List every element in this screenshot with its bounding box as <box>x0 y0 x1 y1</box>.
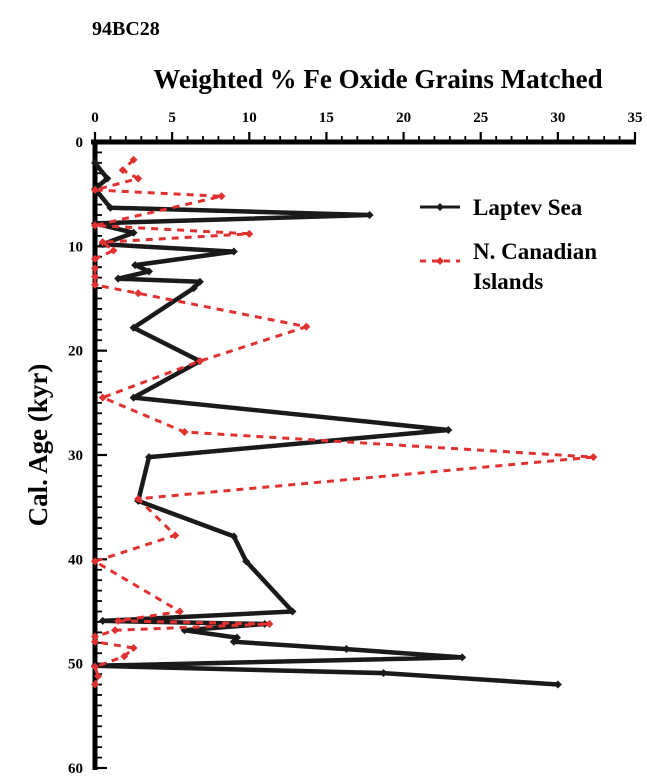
series-point-1 <box>245 229 254 238</box>
series-point-0 <box>129 393 138 402</box>
series-point-0 <box>145 267 153 276</box>
series-point-1 <box>302 322 311 331</box>
y-tick-label: 30 <box>68 448 83 464</box>
series-point-1 <box>91 637 99 646</box>
series-point-1 <box>91 557 99 566</box>
series-point-0 <box>342 645 351 654</box>
series-point-1 <box>180 428 189 437</box>
y-tick-label: 40 <box>68 552 83 568</box>
series-point-1 <box>195 357 204 366</box>
axes: 0 5 10 15 20 25 30 35 0 10 20 30 40 50 60 <box>68 110 643 777</box>
series-point-1 <box>175 607 184 616</box>
series-point-1 <box>134 289 143 298</box>
series-point-0 <box>229 247 238 256</box>
series-point-1 <box>114 616 123 625</box>
y-tick-label: 20 <box>68 344 83 360</box>
series-point-1 <box>91 632 99 641</box>
series-point-0 <box>195 277 204 286</box>
series-point-1 <box>217 192 226 201</box>
x-tick-label: 30 <box>550 110 565 126</box>
series-point-1 <box>589 453 598 462</box>
series-point-0 <box>379 669 388 678</box>
series-point-1 <box>91 680 99 689</box>
legend-marker-1 <box>436 257 444 265</box>
series-point-1 <box>91 272 99 281</box>
series-point-0 <box>103 174 112 183</box>
series-point-1 <box>91 280 99 289</box>
x-tick-label: 20 <box>396 110 411 126</box>
series-point-1 <box>91 662 99 671</box>
series-point-1 <box>98 393 107 402</box>
y-tick-label: 10 <box>68 239 83 255</box>
series-point-0 <box>98 616 107 625</box>
series-point-0 <box>365 211 374 220</box>
x-tick-label: 15 <box>319 110 334 126</box>
x-tick-label: 35 <box>628 110 643 126</box>
series-point-0 <box>229 637 238 646</box>
series-point-1 <box>98 238 107 247</box>
series-point-0 <box>129 323 138 332</box>
series-point-1 <box>91 185 99 194</box>
data-series <box>91 155 598 689</box>
x-tick-label: 0 <box>91 110 99 126</box>
series-point-1 <box>171 531 180 540</box>
series-point-1 <box>120 652 129 661</box>
core-label: 94BC28 <box>92 18 160 40</box>
x-axis-title: Weighted % Fe Oxide Grains Matched <box>153 64 602 94</box>
legend-marker-0 <box>436 203 444 211</box>
series-point-1 <box>129 155 138 164</box>
series-point-0 <box>129 228 138 237</box>
legend-label-1: N. Canadian Islands <box>473 239 597 294</box>
series-point-1 <box>94 672 103 681</box>
series-point-0 <box>145 453 153 462</box>
series-point-0 <box>458 653 467 662</box>
series-point-0 <box>242 557 251 566</box>
series-point-0 <box>114 274 123 283</box>
series-point-0 <box>131 261 140 270</box>
series-point-0 <box>288 607 297 616</box>
series-point-1 <box>129 644 138 653</box>
series-point-1 <box>118 166 127 175</box>
series-point-1 <box>134 494 143 503</box>
series-point-0 <box>229 532 238 541</box>
legend-label-0: Laptev Sea <box>473 195 583 220</box>
series-point-1 <box>111 626 120 635</box>
series-point-1 <box>91 264 99 273</box>
x-tick-label: 10 <box>242 110 257 126</box>
y-tick-label: 60 <box>68 761 83 777</box>
series-point-0 <box>189 284 198 293</box>
series-point-1 <box>265 620 274 629</box>
y-axis-title: Cal. Age (kyr) <box>23 364 53 527</box>
x-tick-label: 25 <box>473 110 488 126</box>
series-point-1 <box>91 254 99 263</box>
series-point-1 <box>109 246 118 255</box>
legend: Laptev Sea N. Canadian Islands <box>420 195 597 294</box>
y-tick-label: 0 <box>76 135 84 151</box>
series-point-0 <box>444 425 453 434</box>
series-point-0 <box>106 203 115 212</box>
series-point-1 <box>91 221 99 230</box>
x-tick-label: 5 <box>168 110 176 126</box>
y-tick-label: 50 <box>68 657 83 673</box>
series-point-1 <box>134 174 143 183</box>
series-point-0 <box>553 680 562 689</box>
series-point-0 <box>91 158 99 167</box>
